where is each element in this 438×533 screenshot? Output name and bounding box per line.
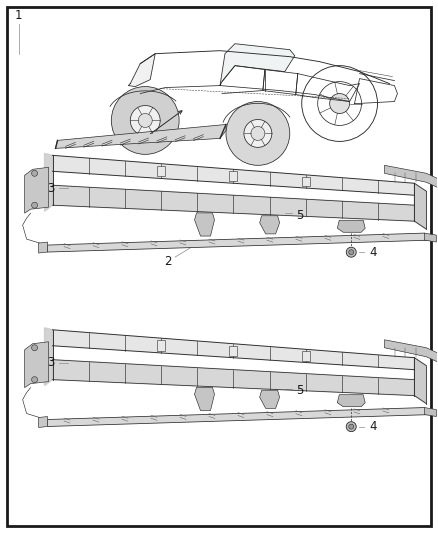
Polygon shape [385,165,438,188]
Circle shape [251,126,265,140]
Text: 3: 3 [47,182,54,195]
Polygon shape [53,155,414,195]
Polygon shape [56,124,226,148]
Polygon shape [53,360,414,395]
Circle shape [111,86,179,155]
Circle shape [32,171,38,176]
Polygon shape [48,233,432,252]
Circle shape [330,94,350,114]
Text: 4: 4 [369,420,377,433]
Circle shape [349,424,354,429]
Text: 4: 4 [369,246,377,259]
FancyBboxPatch shape [230,346,237,356]
Polygon shape [48,408,432,426]
Polygon shape [385,340,438,362]
Polygon shape [414,183,426,229]
Circle shape [349,250,354,255]
Circle shape [130,106,160,135]
Polygon shape [25,167,49,213]
Polygon shape [25,342,49,387]
Polygon shape [424,233,436,242]
Polygon shape [53,185,414,221]
Text: 5: 5 [296,208,303,222]
FancyBboxPatch shape [302,177,310,186]
Circle shape [32,345,38,351]
Polygon shape [260,390,279,408]
Polygon shape [194,213,215,236]
Circle shape [346,422,356,432]
Polygon shape [39,416,48,427]
Circle shape [244,119,272,148]
Circle shape [226,101,290,165]
FancyBboxPatch shape [157,340,165,351]
FancyBboxPatch shape [157,166,165,176]
Circle shape [346,247,356,257]
Polygon shape [128,54,155,86]
Polygon shape [337,220,365,232]
Text: 1: 1 [15,9,22,22]
Polygon shape [39,242,48,253]
Polygon shape [424,408,436,416]
Text: 5: 5 [296,384,303,397]
Polygon shape [194,387,215,410]
FancyBboxPatch shape [302,351,310,360]
Polygon shape [45,154,53,211]
Text: 2: 2 [164,255,172,268]
FancyBboxPatch shape [230,171,237,181]
Circle shape [32,377,38,383]
Text: 3: 3 [47,356,54,369]
Polygon shape [414,358,426,403]
Circle shape [138,114,152,127]
Polygon shape [220,44,295,86]
Polygon shape [45,328,53,385]
Polygon shape [337,395,365,407]
Polygon shape [53,330,414,370]
Polygon shape [260,216,279,234]
Circle shape [32,202,38,208]
